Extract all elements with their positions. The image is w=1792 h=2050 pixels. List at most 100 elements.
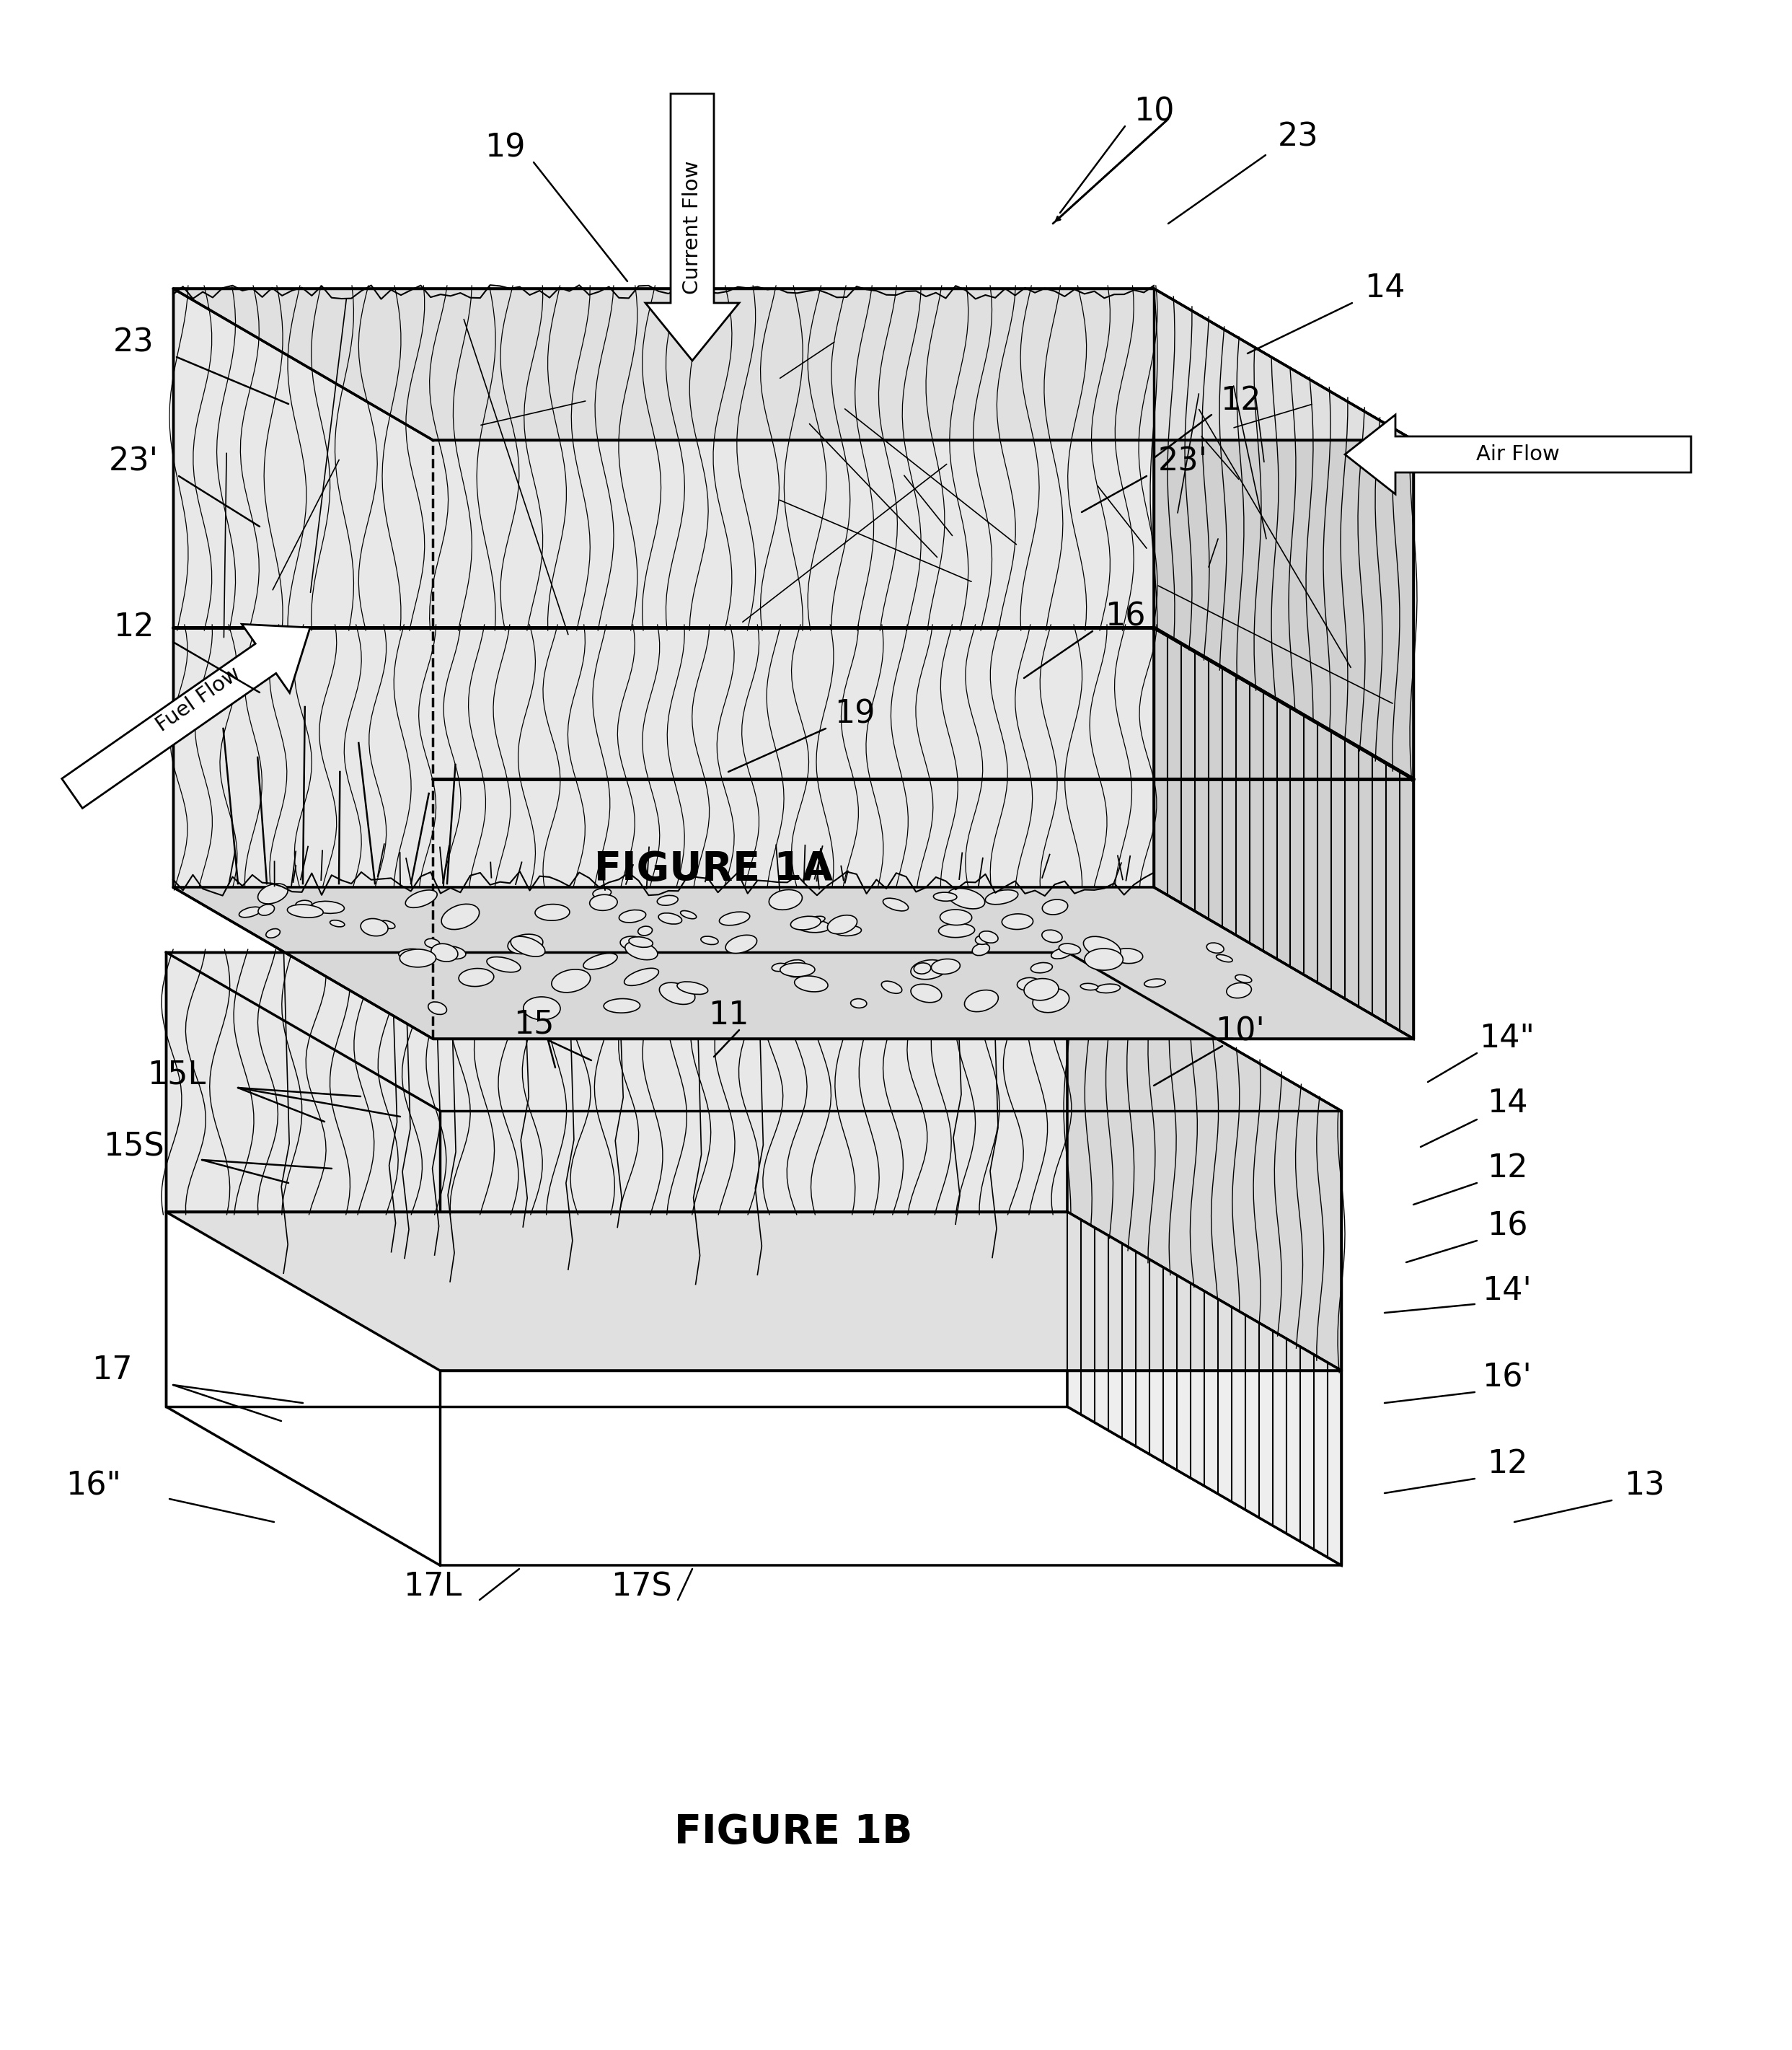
Ellipse shape (1032, 988, 1070, 1013)
Ellipse shape (1041, 931, 1063, 943)
Ellipse shape (932, 959, 961, 974)
Polygon shape (167, 1212, 1068, 1406)
Ellipse shape (1018, 978, 1041, 990)
Ellipse shape (973, 943, 989, 955)
Polygon shape (1068, 1212, 1340, 1566)
Polygon shape (167, 951, 1068, 1212)
Text: 14": 14" (1480, 1023, 1536, 1054)
Ellipse shape (405, 890, 437, 908)
Text: 12: 12 (1487, 1449, 1527, 1480)
Ellipse shape (975, 935, 989, 945)
Ellipse shape (459, 968, 495, 986)
Ellipse shape (425, 939, 439, 947)
Ellipse shape (258, 904, 274, 916)
Ellipse shape (883, 898, 909, 910)
Text: 23: 23 (113, 328, 154, 359)
Ellipse shape (1217, 955, 1233, 961)
Polygon shape (1346, 414, 1692, 494)
Ellipse shape (1145, 978, 1165, 988)
Text: 16: 16 (1104, 601, 1145, 631)
Ellipse shape (287, 904, 323, 918)
Text: Current Flow: Current Flow (683, 160, 702, 293)
Ellipse shape (564, 976, 590, 990)
Ellipse shape (1052, 947, 1072, 959)
Ellipse shape (296, 900, 312, 908)
Text: 17L: 17L (403, 1572, 462, 1603)
Ellipse shape (1023, 978, 1059, 1000)
Ellipse shape (794, 976, 828, 992)
Ellipse shape (1002, 914, 1032, 929)
Ellipse shape (1081, 984, 1098, 990)
Ellipse shape (265, 929, 280, 939)
Ellipse shape (719, 912, 749, 925)
Ellipse shape (806, 916, 824, 925)
Ellipse shape (948, 888, 986, 908)
Ellipse shape (398, 949, 426, 959)
Text: 16': 16' (1482, 1361, 1532, 1394)
Text: FIGURE 1B: FIGURE 1B (674, 1812, 912, 1851)
Ellipse shape (536, 904, 570, 920)
Ellipse shape (238, 906, 262, 916)
Text: 12: 12 (1487, 1152, 1527, 1185)
Ellipse shape (507, 935, 543, 953)
Ellipse shape (638, 927, 652, 935)
Polygon shape (645, 94, 738, 361)
Text: 14': 14' (1482, 1275, 1532, 1306)
Ellipse shape (441, 904, 478, 929)
Text: 15: 15 (513, 1009, 554, 1039)
Ellipse shape (1226, 982, 1251, 998)
Ellipse shape (360, 918, 389, 937)
Ellipse shape (312, 902, 344, 914)
Text: 12: 12 (1220, 385, 1262, 416)
Ellipse shape (659, 982, 695, 1004)
Text: 15L: 15L (147, 1060, 206, 1091)
Ellipse shape (828, 914, 857, 935)
Ellipse shape (910, 984, 941, 1002)
Ellipse shape (658, 912, 683, 925)
Text: 23': 23' (109, 447, 158, 478)
Polygon shape (167, 1212, 1340, 1371)
Ellipse shape (1030, 964, 1052, 974)
Ellipse shape (934, 892, 957, 902)
Text: 10: 10 (1133, 96, 1174, 127)
Ellipse shape (978, 931, 998, 943)
Ellipse shape (796, 920, 830, 933)
Polygon shape (174, 289, 1414, 441)
Text: 16: 16 (1487, 1212, 1527, 1242)
Ellipse shape (258, 884, 289, 904)
Text: 10': 10' (1215, 1017, 1265, 1048)
Text: 13: 13 (1624, 1470, 1665, 1501)
Ellipse shape (882, 982, 901, 994)
Ellipse shape (1084, 949, 1124, 970)
Ellipse shape (772, 964, 787, 972)
Ellipse shape (790, 916, 821, 931)
Ellipse shape (1084, 937, 1120, 959)
Ellipse shape (428, 1002, 446, 1015)
Ellipse shape (1113, 949, 1143, 963)
Text: 19: 19 (484, 133, 525, 164)
Ellipse shape (511, 937, 545, 957)
Ellipse shape (380, 920, 394, 929)
Ellipse shape (1206, 943, 1224, 953)
Ellipse shape (400, 949, 435, 968)
Ellipse shape (590, 894, 618, 910)
Text: 19: 19 (833, 699, 874, 730)
Ellipse shape (593, 888, 611, 898)
Text: 16": 16" (66, 1470, 122, 1501)
Text: 23': 23' (1158, 447, 1208, 478)
Ellipse shape (523, 996, 561, 1019)
Polygon shape (1154, 627, 1414, 1039)
Text: 15S: 15S (102, 1132, 163, 1162)
Text: FIGURE 1A: FIGURE 1A (595, 849, 833, 888)
Ellipse shape (677, 982, 708, 994)
Ellipse shape (910, 959, 946, 980)
Ellipse shape (941, 910, 971, 925)
Ellipse shape (726, 935, 756, 953)
Text: 14: 14 (1364, 273, 1405, 303)
Polygon shape (61, 623, 310, 808)
Ellipse shape (620, 937, 645, 949)
Text: 17: 17 (91, 1355, 133, 1386)
Text: 11: 11 (708, 1000, 749, 1031)
Ellipse shape (625, 941, 658, 959)
Ellipse shape (432, 943, 459, 961)
